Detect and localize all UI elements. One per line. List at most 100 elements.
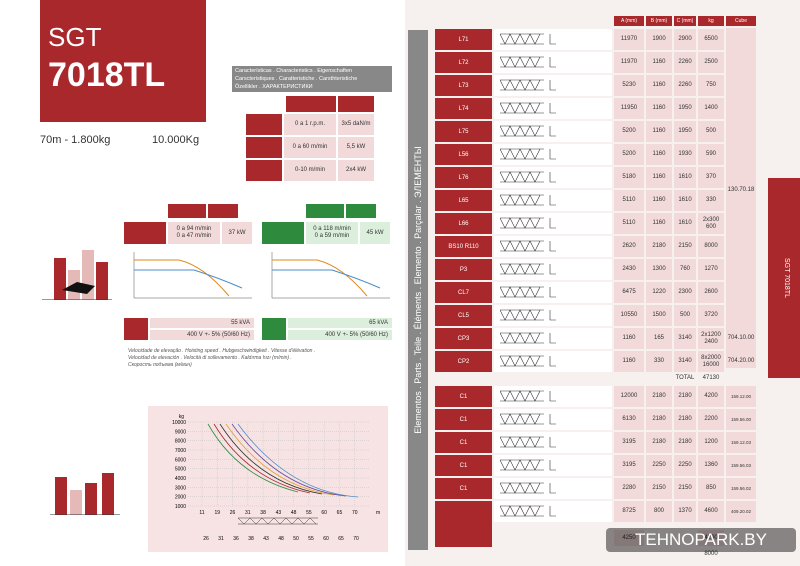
reach: 70m - 1.800kg xyxy=(40,134,111,146)
hoist-speed: 0 a 118 m/min xyxy=(313,226,351,232)
part-value: 500 xyxy=(674,305,696,326)
jib-label: 31 xyxy=(218,536,224,542)
part-value: 2x1200 2400 xyxy=(698,328,724,349)
part-value: 1160 xyxy=(646,144,672,165)
part-value: 5230 xyxy=(614,75,644,96)
char-heading: Características . Characteristics . Eige… xyxy=(232,66,392,92)
truss-sketch xyxy=(500,148,556,160)
hoist-supply: 65 kVA xyxy=(288,318,392,328)
part-value: 6475 xyxy=(614,282,644,303)
column-header: A (mm) xyxy=(614,16,644,26)
part-value: 2150 xyxy=(674,478,696,499)
x-label: 65 xyxy=(337,510,343,516)
part-value: 1220 xyxy=(646,282,672,303)
truss-sketch xyxy=(500,102,556,114)
part-value: 5180 xyxy=(614,167,644,188)
truss-sketch xyxy=(500,217,556,229)
part-value: 370 xyxy=(698,167,724,188)
part-value: 11970 xyxy=(614,29,644,50)
part-value: 1500 xyxy=(646,305,672,326)
hoist-icon xyxy=(262,222,304,244)
part-value: 2x300 600 xyxy=(698,213,724,234)
truss xyxy=(500,194,556,206)
part-value: 1360 xyxy=(698,455,724,476)
char-heading-line: Özellikler . ХАРАКТЕРИСТИКИ xyxy=(235,84,313,90)
char-icon xyxy=(246,114,282,135)
x-label: 55 xyxy=(306,510,312,516)
hoist-diagram xyxy=(271,252,390,299)
part-value: 1160 xyxy=(646,75,672,96)
part-value: 1160 xyxy=(646,190,672,211)
cube-code: 159.56.00 xyxy=(726,409,756,430)
char-speed: 0 a 1 r.p.m. xyxy=(284,114,336,135)
load-curve xyxy=(213,423,311,494)
curve xyxy=(272,259,368,297)
y-label: 4000 xyxy=(175,476,186,482)
part-value: 2180 xyxy=(646,409,672,430)
cube-code: 704.10.00 xyxy=(727,335,755,341)
cube-code: 159.12.00 xyxy=(726,386,756,407)
captions: Velocidade de elevação . Hoisting speed … xyxy=(128,348,315,369)
column-header: Cube xyxy=(726,16,756,26)
part-label: L56 xyxy=(435,144,492,165)
hoist-speed: 0 a 94 m/min xyxy=(176,226,212,232)
part-value: 3195 xyxy=(614,455,644,476)
part-value: 2900 xyxy=(674,29,696,50)
part-value: 1950 xyxy=(674,121,696,142)
part-value: 500 xyxy=(698,121,724,142)
truss xyxy=(500,286,556,298)
part-value: 1610 xyxy=(674,213,696,234)
part-label: L76 xyxy=(435,167,492,188)
jib-label: 55 xyxy=(308,536,314,542)
crane-icon xyxy=(42,250,112,300)
x-label: 60 xyxy=(321,510,327,516)
part-value: 2180 xyxy=(674,386,696,407)
load-curve xyxy=(219,423,323,495)
truss-sketch xyxy=(500,286,556,298)
char-power: 2x4 kW xyxy=(338,160,374,181)
x-label: 19 xyxy=(214,510,220,516)
x-label: 38 xyxy=(260,510,266,516)
part-label: L71 xyxy=(435,29,492,50)
hoist-voltage: 400 V +- 5% (50/60 Hz) xyxy=(150,330,254,340)
part-value: 3720 xyxy=(698,305,724,326)
model: 7018TL xyxy=(48,56,166,94)
total-value: 47130 xyxy=(702,374,720,381)
hoist-speeds: 0 a 118 m/min 0 a 59 m/min xyxy=(306,222,358,244)
truss xyxy=(500,332,556,344)
truss xyxy=(500,102,556,114)
jib-label: 65 xyxy=(338,536,344,542)
truss-sketch xyxy=(500,79,556,91)
x-label: 70 xyxy=(352,510,358,516)
load-chart-panel xyxy=(148,406,388,552)
truss xyxy=(500,390,556,402)
part-value: 6500 xyxy=(698,29,724,50)
x-unit: m xyxy=(376,510,380,516)
part-value: 1930 xyxy=(674,144,696,165)
icon-motor xyxy=(338,96,374,112)
cube-column xyxy=(726,28,756,368)
part-label: L72 xyxy=(435,52,492,73)
part-value: 165 xyxy=(646,328,672,349)
part-value: 800 xyxy=(646,501,672,522)
part-label: L75 xyxy=(435,121,492,142)
x-label: 43 xyxy=(276,510,282,516)
part-label: CP3 xyxy=(435,328,492,349)
part-value: 2430 xyxy=(614,259,644,280)
part-value: 2180 xyxy=(674,409,696,430)
part-value: 1610 xyxy=(674,190,696,211)
truss-sketch xyxy=(500,436,556,448)
part-value: 4600 xyxy=(698,501,724,522)
part-value: 5110 xyxy=(614,190,644,211)
part-value: 2250 xyxy=(674,455,696,476)
part-value: 2260 xyxy=(674,75,696,96)
part-label: L73 xyxy=(435,75,492,96)
part-label: P3 xyxy=(435,259,492,280)
hoist-speed: 0 a 59 m/min xyxy=(314,233,350,239)
part-value: 10550 xyxy=(614,305,644,326)
truss xyxy=(500,217,556,229)
part-value: 590 xyxy=(698,144,724,165)
truss-sketch xyxy=(500,125,556,137)
jib-label: 60 xyxy=(323,536,329,542)
truss xyxy=(500,459,556,471)
